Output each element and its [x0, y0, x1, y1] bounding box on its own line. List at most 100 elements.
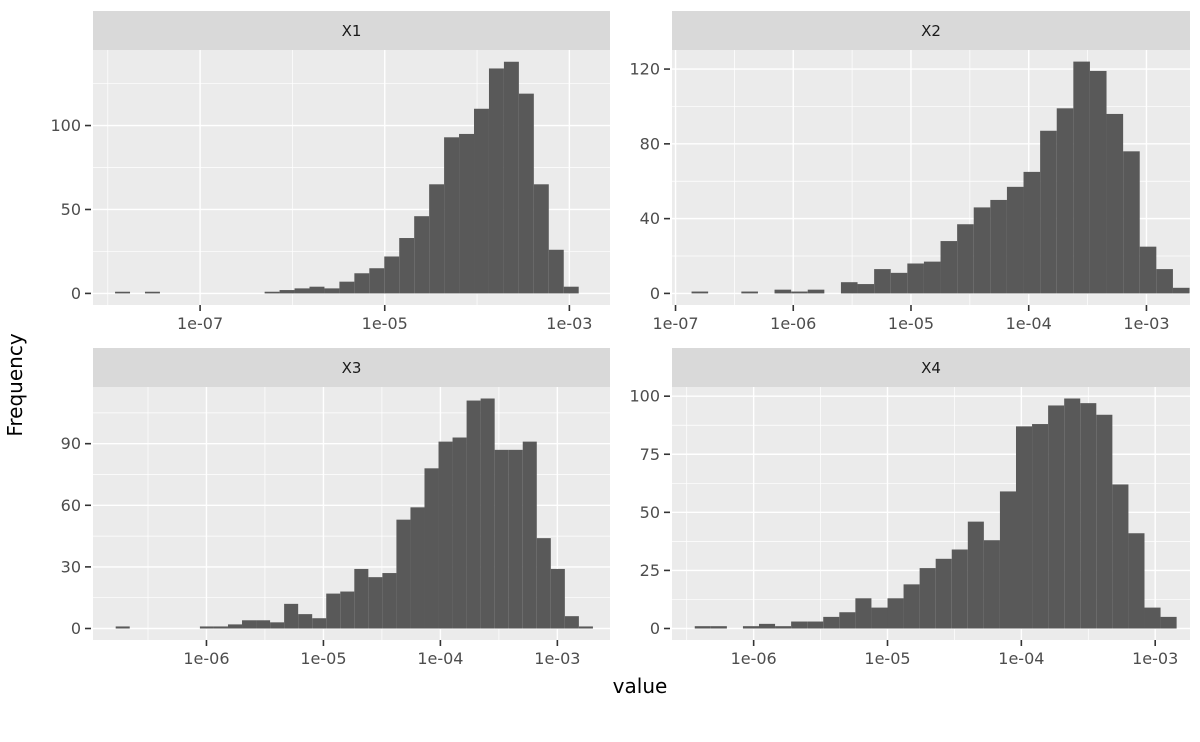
histogram-bar [494, 449, 509, 629]
y-tick-label: 75 [640, 445, 660, 464]
histogram-bar [694, 626, 711, 629]
x-tick-label: 1e-03 [546, 314, 592, 333]
histogram-bar [1006, 186, 1024, 294]
facet-strip [672, 11, 1190, 50]
histogram-bar [324, 288, 340, 294]
histogram-bar [775, 626, 792, 629]
x-tick-label: 1e-06 [183, 649, 229, 668]
y-tick-label: 60 [61, 496, 81, 515]
histogram-bar [452, 437, 467, 629]
histogram-bar [459, 133, 475, 294]
histogram-bar [1112, 484, 1129, 629]
histogram-bar [1080, 403, 1097, 629]
x-tick-label: 1e-06 [770, 314, 816, 333]
y-tick-label: 120 [629, 60, 660, 79]
y-tick-label: 50 [61, 200, 81, 219]
histogram-bar [1123, 151, 1140, 294]
histogram-bar [791, 291, 808, 294]
histogram-bar [973, 207, 991, 294]
histogram-bar [396, 519, 411, 629]
histogram-bar [1172, 287, 1190, 294]
histogram-bar [871, 607, 888, 629]
histogram-bar [940, 241, 958, 294]
histogram-bar [840, 282, 858, 294]
facet-strip [93, 11, 610, 50]
histogram-bar [791, 621, 808, 629]
histogram-bar [691, 291, 709, 294]
histogram-bar [424, 468, 439, 629]
histogram-bar [1064, 398, 1081, 629]
histogram-bar [742, 626, 760, 629]
histogram-bar [999, 491, 1016, 629]
histogram-bar [807, 289, 825, 294]
histogram-bar [1073, 61, 1090, 294]
y-tick-label: 0 [650, 284, 660, 303]
histogram-bar [227, 624, 243, 629]
histogram-bar [741, 291, 758, 294]
histogram-bar [919, 568, 936, 629]
y-tick-label: 0 [650, 619, 660, 638]
histogram-bar [429, 184, 445, 294]
histogram-bar [326, 593, 341, 629]
histogram-bar [199, 626, 214, 629]
histogram-bar [759, 623, 776, 629]
y-tick-label: 50 [640, 503, 660, 522]
histogram-bar [1106, 113, 1124, 294]
histogram-bar [213, 626, 228, 629]
histogram-bar [354, 568, 369, 629]
facet-strip [93, 348, 610, 387]
histogram-bar [414, 216, 430, 294]
histogram-bar [115, 626, 130, 629]
facet-strip-label: X2 [921, 22, 941, 40]
histogram-bar [990, 199, 1007, 294]
x-tick-label: 1e-03 [534, 649, 580, 668]
x-tick-label: 1e-04 [998, 649, 1044, 668]
x-tick-label: 1e-07 [652, 314, 698, 333]
y-tick-label: 90 [61, 434, 81, 453]
x-tick-label: 1e-05 [888, 314, 934, 333]
histogram-bar [339, 281, 355, 294]
histogram-bar [522, 441, 537, 629]
y-tick-label: 0 [71, 619, 81, 638]
histogram-bar [951, 549, 968, 629]
y-tick-label: 80 [640, 134, 660, 153]
histogram-bar [399, 238, 415, 294]
histogram-bar [935, 558, 952, 629]
histogram-bar [1032, 424, 1049, 629]
histogram-bar [807, 621, 824, 629]
histogram-bar [466, 400, 481, 629]
y-tick-label: 100 [629, 387, 660, 406]
histogram-bar [242, 620, 257, 629]
histogram-bar [774, 289, 792, 294]
histogram-bar [907, 263, 924, 294]
histogram-bar [438, 441, 453, 629]
histogram-bar [1144, 607, 1161, 629]
facet-strip-label: X4 [921, 359, 941, 377]
y-tick-label: 0 [71, 284, 81, 303]
histogram-bar [923, 261, 941, 294]
histogram-bar [309, 286, 325, 294]
facet-strip-label: X3 [342, 359, 362, 377]
histogram-bar [474, 108, 489, 294]
histogram-bar [298, 614, 313, 629]
histogram-bar [533, 184, 549, 294]
histogram-bar [1089, 70, 1107, 294]
histogram-bar [839, 612, 856, 629]
histogram-bar [518, 93, 534, 294]
x-tick-label: 1e-04 [417, 649, 463, 668]
histogram-bar [256, 620, 271, 629]
y-axis-title: Frequency [3, 333, 27, 436]
x-tick-label: 1e-03 [1123, 314, 1169, 333]
x-tick-label: 1e-03 [1132, 649, 1178, 668]
histogram-bar [710, 626, 727, 629]
histogram-bar [1056, 108, 1074, 294]
facet-X2: X2 0 40 80 120 1e-07 1e-06 1e-05 1e-04 1e-03 [629, 11, 1190, 333]
histogram-bar [857, 284, 875, 294]
histogram-bar [508, 449, 523, 629]
histogram-bar [887, 598, 904, 629]
histogram-bar [855, 598, 872, 629]
x-tick-label: 1e-06 [731, 649, 777, 668]
histogram-bar [1015, 426, 1033, 629]
